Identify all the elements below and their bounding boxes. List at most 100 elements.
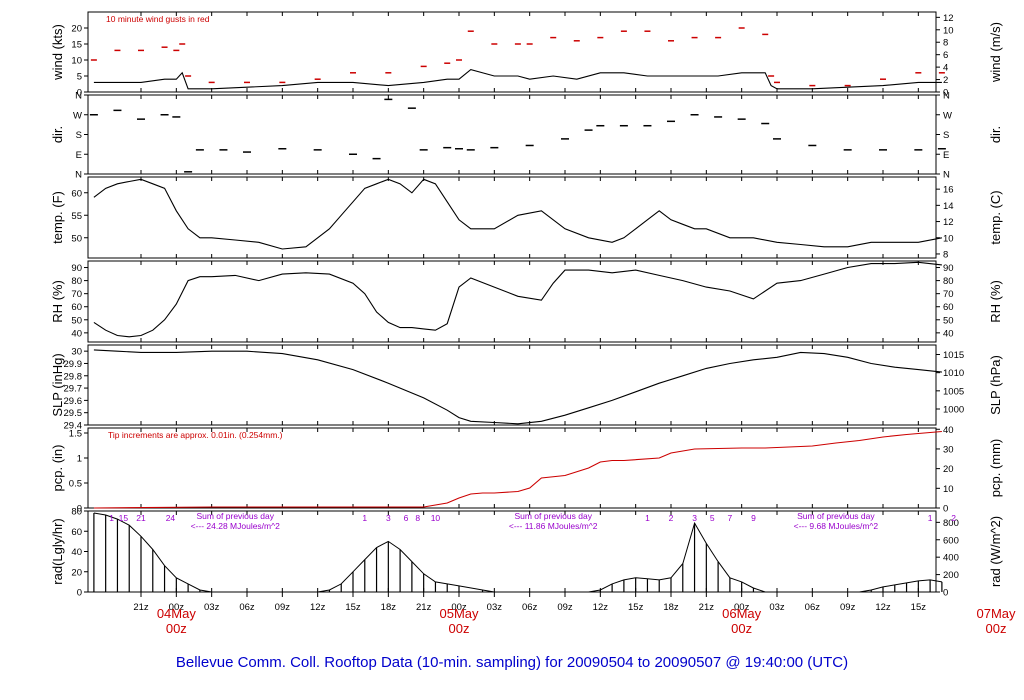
y-tick-label: 1.5 — [69, 429, 82, 440]
y-tick-label: 5 — [77, 72, 82, 83]
left-axis-title: wind (kts) — [50, 24, 65, 81]
series-line-pressure — [93, 349, 942, 425]
panel-sea-level-pressure: 29.4 29.529.629.7 29.829.930 1000 1005 1010 10… — [50, 344, 1003, 432]
y-tick-label: 10 — [71, 56, 82, 67]
y2-tick-label: 10 — [943, 233, 954, 244]
x-tick-label: 12z — [310, 602, 326, 613]
y2-tick-label: 6 — [943, 50, 948, 61]
y-tick-label: 0 — [77, 588, 82, 599]
y-tick-label: 60 — [71, 302, 82, 313]
y-tick-label: 70 — [71, 289, 82, 300]
x-tick-label: 09z — [557, 602, 573, 613]
y2-tick-label: 600 — [943, 535, 959, 546]
hour-marker: 15 — [119, 513, 129, 523]
left-axis-title: rad(Lgly/hr) — [50, 518, 65, 584]
y-tick-label: 40 — [71, 547, 82, 558]
left-axis-title: dir. — [50, 126, 65, 143]
y2-tick-label: 2 — [943, 75, 948, 86]
x-tick-label: 18z — [381, 602, 397, 613]
x-tick-label: 12z — [593, 602, 609, 613]
hour-marker: 3 — [692, 513, 697, 523]
day-sum-label: Sum of previous day — [797, 511, 875, 521]
x-axis: 21z 00z 03z 06z 09z 12z 15z 18z 21z 00z 03z 06z 09z 1… — [133, 592, 1016, 636]
hour-marker: 2 — [951, 513, 956, 523]
y-tick-label: N — [75, 170, 82, 181]
right-axis-title: SLP (hPa) — [988, 355, 1003, 415]
right-axis-title: wind (m/s) — [988, 22, 1003, 83]
hour-marker: 1 — [928, 513, 933, 523]
y2-tick-label: S — [943, 130, 949, 141]
panel-relative-humidity: 40 50 60 70 80 90 40 50 60 70 80 90 RH (%) RH (%) — [50, 260, 1003, 343]
y2-tick-label: 1000 — [943, 405, 964, 416]
y2-tick-label: 8 — [943, 38, 948, 49]
x-tick-label: 03z — [487, 602, 503, 613]
y-tick-label: 30 — [71, 347, 82, 358]
y2-tick-label: E — [943, 150, 949, 161]
y-tick-label: 29.9 — [64, 359, 83, 370]
chart-title: Bellevue Comm. Coll. Rooftop Data (10-mi… — [176, 654, 848, 671]
y-tick-label: 0 — [77, 88, 82, 99]
series-line-accumulated-precipitation — [93, 430, 942, 509]
panel-frame — [87, 260, 937, 343]
x-tick-label: 21z — [699, 602, 715, 613]
y2-tick-label: 4 — [943, 63, 948, 74]
panel-temperature: 50 55 60 8 10 12 14 16 temp. (F) temp. (C) — [50, 176, 1003, 260]
x-tick-label: 12z — [875, 602, 891, 613]
y2-tick-label: 8 — [943, 249, 948, 260]
y-tick-label: 55 — [71, 211, 82, 222]
x-tick-label: 00z — [169, 602, 185, 613]
y2-tick-label: 50 — [943, 315, 954, 326]
y-tick-label: 29.8 — [64, 371, 83, 382]
y2-tick-label: 30 — [943, 444, 954, 455]
y-tick-label: 1 — [77, 454, 82, 465]
y-tick-label: 20 — [71, 24, 82, 35]
day-sum-value: <--- 24.28 MJoules/m^2 — [191, 521, 281, 531]
left-axis-title: RH (%) — [50, 280, 65, 323]
x-tick-label: 03z — [769, 602, 785, 613]
y2-tick-label: 12 — [943, 13, 954, 24]
x-tick-label: 15z — [911, 602, 927, 613]
y2-tick-label: 60 — [943, 302, 954, 313]
x-tick-label: 09z — [840, 602, 856, 613]
hour-marker: 1 — [362, 513, 367, 523]
hour-marker: 10 — [431, 513, 441, 523]
day-sum-label: Sum of previous day — [196, 511, 274, 521]
y-tick-label: 29.7 — [64, 384, 83, 395]
y2-tick-label: 80 — [943, 276, 954, 287]
x-tick-label: 00z — [734, 602, 750, 613]
hour-marker: 1 — [645, 513, 650, 523]
y-tick-label: 80 — [71, 276, 82, 287]
day-label: 04May — [157, 606, 197, 621]
x-tick-label: 21z — [133, 602, 149, 613]
hour-marker: 21 — [136, 513, 146, 523]
y-tick-label: 0 — [77, 504, 82, 515]
y2-tick-label: N — [943, 91, 950, 102]
day-hour-label: 00z — [449, 621, 470, 636]
y-tick-label: 80 — [71, 507, 82, 518]
y-tick-label: S — [76, 130, 82, 141]
y2-tick-label: 800 — [943, 518, 959, 529]
y-tick-label: 40 — [71, 328, 82, 339]
y2-tick-label: 10 — [943, 25, 954, 36]
y-tick-label: 50 — [71, 315, 82, 326]
y2-tick-label: 16 — [943, 185, 954, 196]
hour-marker: 24 — [166, 513, 176, 523]
series-line-relative-humidity — [93, 261, 942, 338]
y2-tick-label: 12 — [943, 217, 954, 228]
panel-annotation: 10 minute wind gusts in red — [106, 14, 210, 24]
y-tick-label: 29.5 — [64, 408, 83, 419]
y2-tick-label: 40 — [943, 425, 954, 436]
y2-tick-label: 0 — [943, 88, 948, 99]
day-sum-value: <--- 11.86 MJoules/m^2 — [509, 521, 598, 531]
left-axis-title: pcp. (in) — [50, 445, 65, 492]
y2-tick-label: 400 — [943, 553, 959, 564]
hour-marker: 1 — [109, 513, 114, 523]
series-line-wind-speed — [93, 68, 942, 90]
x-tick-label: 15z — [345, 602, 361, 613]
left-axis-title: SLP (inHg) — [50, 353, 65, 416]
y2-tick-label: W — [943, 110, 952, 121]
y-tick-label: 60 — [71, 188, 82, 199]
